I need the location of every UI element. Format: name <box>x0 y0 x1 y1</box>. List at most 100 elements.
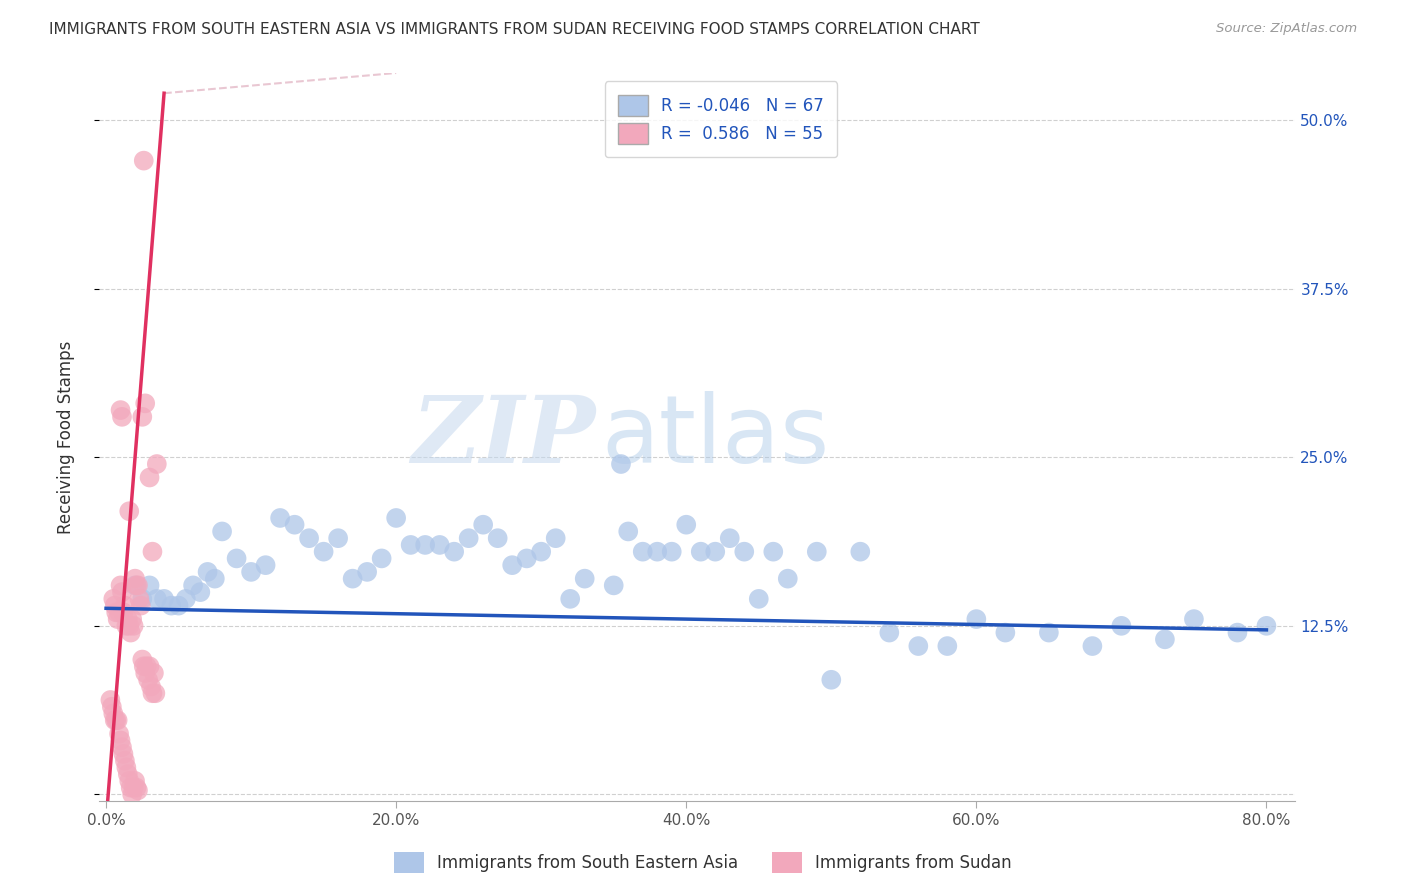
Point <box>125 578 148 592</box>
Point <box>153 591 176 606</box>
Legend: Immigrants from South Eastern Asia, Immigrants from Sudan: Immigrants from South Eastern Asia, Immi… <box>388 846 1018 880</box>
Y-axis label: Receiving Food Stamps: Receiving Food Stamps <box>58 341 75 533</box>
Point <box>103 591 125 606</box>
Point <box>115 619 138 633</box>
Point <box>134 666 156 681</box>
Point <box>138 578 160 592</box>
Point <box>849 544 872 558</box>
Point <box>127 578 149 592</box>
Point <box>105 605 128 619</box>
Point <box>1038 625 1060 640</box>
Point <box>326 531 349 545</box>
Point <box>111 585 134 599</box>
Point <box>820 673 842 687</box>
Point <box>413 538 436 552</box>
Point <box>108 727 131 741</box>
Point <box>429 538 451 552</box>
Point <box>117 612 139 626</box>
Point <box>1154 632 1177 647</box>
Text: Source: ZipAtlas.com: Source: ZipAtlas.com <box>1216 22 1357 36</box>
Point <box>101 699 124 714</box>
Point <box>211 524 233 539</box>
Point <box>120 625 142 640</box>
Point <box>645 544 668 558</box>
Point <box>107 713 129 727</box>
Point <box>110 578 132 592</box>
Point <box>142 666 165 681</box>
Point <box>689 544 711 558</box>
Text: ZIP: ZIP <box>411 392 595 482</box>
Point <box>1081 639 1104 653</box>
Point <box>124 578 146 592</box>
Point <box>118 773 141 788</box>
Point <box>110 733 132 747</box>
Point <box>661 544 683 558</box>
Point <box>574 572 596 586</box>
Point <box>733 544 755 558</box>
Point <box>631 544 654 558</box>
Point <box>443 544 465 558</box>
Point <box>135 659 157 673</box>
Point <box>806 544 828 558</box>
Point <box>111 740 134 755</box>
Point <box>131 409 153 424</box>
Point <box>1226 625 1249 640</box>
Point <box>197 565 219 579</box>
Point <box>516 551 538 566</box>
Point <box>181 578 204 592</box>
Point <box>114 754 136 768</box>
Point <box>718 531 741 545</box>
Point <box>1256 619 1278 633</box>
Point <box>225 551 247 566</box>
Point <box>110 403 132 417</box>
Point <box>105 713 128 727</box>
Point <box>132 659 155 673</box>
Point <box>603 578 626 592</box>
Point <box>385 511 408 525</box>
Point <box>104 713 127 727</box>
Point <box>108 605 131 619</box>
Point <box>370 551 392 566</box>
Point <box>107 612 129 626</box>
Point <box>284 517 307 532</box>
Point <box>141 686 163 700</box>
Point <box>486 531 509 545</box>
Point <box>160 599 183 613</box>
Point <box>269 511 291 525</box>
Text: IMMIGRANTS FROM SOUTH EASTERN ASIA VS IMMIGRANTS FROM SUDAN RECEIVING FOOD STAMP: IMMIGRANTS FROM SOUTH EASTERN ASIA VS IM… <box>49 22 980 37</box>
Point <box>762 544 785 558</box>
Point <box>174 591 197 606</box>
Point <box>122 619 145 633</box>
Point <box>103 706 125 721</box>
Point <box>298 531 321 545</box>
Point <box>748 591 770 606</box>
Point <box>112 605 135 619</box>
Point <box>112 747 135 761</box>
Point <box>122 780 145 795</box>
Point <box>121 788 143 802</box>
Point <box>132 153 155 168</box>
Point <box>544 531 567 545</box>
Point <box>204 572 226 586</box>
Point <box>617 524 640 539</box>
Point <box>399 538 422 552</box>
Point <box>118 619 141 633</box>
Point <box>125 780 148 795</box>
Point <box>124 773 146 788</box>
Point <box>143 686 166 700</box>
Point <box>312 544 335 558</box>
Point <box>879 625 901 640</box>
Point <box>146 457 169 471</box>
Point <box>342 572 364 586</box>
Point <box>121 612 143 626</box>
Point <box>139 680 162 694</box>
Point <box>457 531 479 545</box>
Point <box>104 599 127 613</box>
Point <box>117 767 139 781</box>
Point <box>131 652 153 666</box>
Point <box>1111 619 1133 633</box>
Point <box>146 591 169 606</box>
Point <box>501 558 523 573</box>
Point <box>356 565 378 579</box>
Point <box>560 591 582 606</box>
